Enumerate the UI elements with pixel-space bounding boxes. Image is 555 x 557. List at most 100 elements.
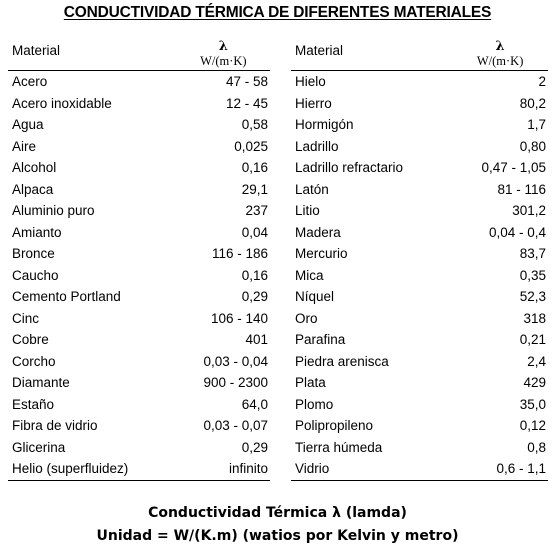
conductivity-value: 47 - 58 bbox=[225, 74, 268, 90]
material-name: Glicerina bbox=[12, 439, 66, 455]
conductivity-value: 0,35 bbox=[519, 267, 546, 283]
table-row: Alcohol 0,16 bbox=[8, 157, 270, 179]
conductivity-value: 401 bbox=[245, 332, 268, 348]
footer-line-1: Conductividad Térmica λ (lamda) bbox=[148, 505, 407, 521]
material-name: Piedra arenisca bbox=[295, 353, 389, 369]
tables-container: Material λ W/(m·K) Acero 47 - 58 Acero ino… bbox=[8, 32, 548, 484]
header-material: Material bbox=[8, 32, 177, 71]
conductivity-value: 301,2 bbox=[512, 203, 546, 219]
material-name: Alcohol bbox=[12, 160, 57, 176]
material-name: Caucho bbox=[12, 267, 59, 283]
table-row: Mica 0,35 bbox=[291, 265, 548, 287]
material-name: Litio bbox=[295, 203, 320, 219]
table-row: Parafina 0,21 bbox=[291, 329, 548, 351]
conductivity-value: 237 bbox=[245, 203, 268, 219]
material-name: Aluminio puro bbox=[12, 203, 95, 219]
table-row: Cemento Portland 0,29 bbox=[8, 286, 270, 308]
conductivity-value: 0,58 bbox=[241, 117, 268, 133]
material-name: Cobre bbox=[12, 332, 49, 348]
material-name: Agua bbox=[12, 117, 44, 133]
conductivity-value: 0,16 bbox=[241, 267, 268, 283]
table-row: Acero inoxidable 12 - 45 bbox=[8, 93, 270, 115]
page-title: CONDUCTIVIDAD TÉRMICA DE DIFERENTES MATE… bbox=[0, 4, 555, 22]
header-conductivity: λ W/(m·K) bbox=[176, 32, 270, 71]
material-name: Parafina bbox=[295, 332, 346, 348]
right-table: Material λ W/(m·K) Hielo 2 Hierro 80,2 Hormi… bbox=[291, 32, 548, 481]
table-row: Níquel 52,3 bbox=[291, 286, 548, 308]
conductivity-value: 12 - 45 bbox=[225, 95, 268, 111]
conductivity-value: 0,025 bbox=[234, 138, 268, 154]
table-row: Corcho 0,03 - 0,04 bbox=[8, 351, 270, 373]
conductivity-value: 0,03 - 0,04 bbox=[203, 353, 268, 369]
table-row: Hormigón 1,7 bbox=[291, 114, 548, 136]
table-row: Amianto 0,04 bbox=[8, 222, 270, 244]
table-row: Diamante 900 - 2300 bbox=[8, 372, 270, 394]
material-name: Vidrio bbox=[291, 458, 453, 481]
material-name: Fibra de vidrio bbox=[12, 418, 98, 434]
header-unit: W/(m·K) bbox=[200, 54, 247, 68]
material-name: Cinc bbox=[12, 310, 40, 326]
conductivity-value: 81 - 116 bbox=[497, 181, 546, 197]
header-conductivity: λ W/(m·K) bbox=[452, 32, 548, 71]
material-name: Bronce bbox=[12, 246, 55, 262]
header-lambda: λ bbox=[218, 39, 228, 54]
conductivity-value: infinito bbox=[176, 458, 270, 481]
conductivity-value: 2,4 bbox=[527, 353, 546, 369]
conductivity-value: 0,21 bbox=[519, 332, 546, 348]
table-row: Litio 301,2 bbox=[291, 200, 548, 222]
material-name: Hormigón bbox=[295, 117, 354, 133]
conductivity-value: 80,2 bbox=[519, 95, 546, 111]
material-name: Acero inoxidable bbox=[12, 95, 112, 111]
material-name: Madera bbox=[295, 224, 341, 240]
table-row: Aluminio puro 237 bbox=[8, 200, 270, 222]
material-name: Mica bbox=[295, 267, 324, 283]
right-table-header: Material λ W/(m·K) bbox=[291, 32, 548, 71]
table-row: Tierra húmeda 0,8 bbox=[291, 437, 548, 459]
table-row: Latón 81 - 116 bbox=[291, 179, 548, 201]
conductivity-value: 0,04 - 0,4 bbox=[488, 224, 546, 240]
material-name: Alpaca bbox=[12, 181, 54, 197]
material-name: Corcho bbox=[12, 353, 56, 369]
conductivity-value: 83,7 bbox=[519, 246, 546, 262]
conductivity-value: 0,03 - 0,07 bbox=[203, 418, 268, 434]
material-name: Plomo bbox=[295, 396, 334, 412]
table-row: Bronce 116 - 186 bbox=[8, 243, 270, 265]
footer-line-2: Unidad = W/(K.m) (watios por Kelvin y me… bbox=[96, 528, 459, 544]
right-table-body: Hielo 2 Hierro 80,2 Hormigón 1,7 Ladrillo 0,80 L… bbox=[291, 71, 548, 481]
table-row: Plata 429 bbox=[291, 372, 548, 394]
conductivity-value: 1,7 bbox=[527, 117, 546, 133]
table-row: Piedra arenisca 2,4 bbox=[291, 351, 548, 373]
conductivity-value: 0,12 bbox=[519, 418, 546, 434]
conductivity-value: 0,04 bbox=[241, 224, 268, 240]
left-table: Material λ W/(m·K) Acero 47 - 58 Acero ino… bbox=[8, 32, 270, 481]
conductivity-value: 2 bbox=[538, 74, 546, 90]
table-row: Caucho 0,16 bbox=[8, 265, 270, 287]
header-material: Material bbox=[291, 32, 453, 71]
table-row: Plomo 35,0 bbox=[291, 394, 548, 416]
header-unit: W/(m·K) bbox=[476, 54, 524, 68]
material-name: Tierra húmeda bbox=[295, 439, 383, 455]
conductivity-value: 318 bbox=[523, 310, 546, 326]
table-row: Hielo 2 bbox=[291, 71, 548, 93]
conductivity-value: 29,1 bbox=[241, 181, 268, 197]
table-row: Acero 47 - 58 bbox=[8, 71, 270, 93]
title-text: CONDUCTIVIDAD TÉRMICA DE DIFERENTES MATE… bbox=[63, 4, 492, 21]
material-name: Amianto bbox=[12, 224, 62, 240]
left-table-body: Acero 47 - 58 Acero inoxidable 12 - 45 Agua 0… bbox=[8, 71, 270, 481]
conductivity-value: 429 bbox=[523, 375, 546, 391]
material-name: Acero bbox=[12, 74, 48, 90]
material-name: Polipropileno bbox=[295, 418, 374, 434]
material-name: Hielo bbox=[295, 74, 326, 90]
conductivity-value: 0,16 bbox=[241, 160, 268, 176]
material-name: Diamante bbox=[12, 375, 70, 391]
header-lambda: λ bbox=[495, 39, 505, 54]
table-row: Agua 0,58 bbox=[8, 114, 270, 136]
table-row: Oro 318 bbox=[291, 308, 548, 330]
table-row: Madera 0,04 - 0,4 bbox=[291, 222, 548, 244]
conductivity-value: 35,0 bbox=[519, 396, 546, 412]
table-row: Estaño 64,0 bbox=[8, 394, 270, 416]
material-name: Níquel bbox=[295, 289, 335, 305]
table-row: Polipropileno 0,12 bbox=[291, 415, 548, 437]
material-name: Latón bbox=[295, 181, 329, 197]
material-name: Hierro bbox=[295, 95, 332, 111]
